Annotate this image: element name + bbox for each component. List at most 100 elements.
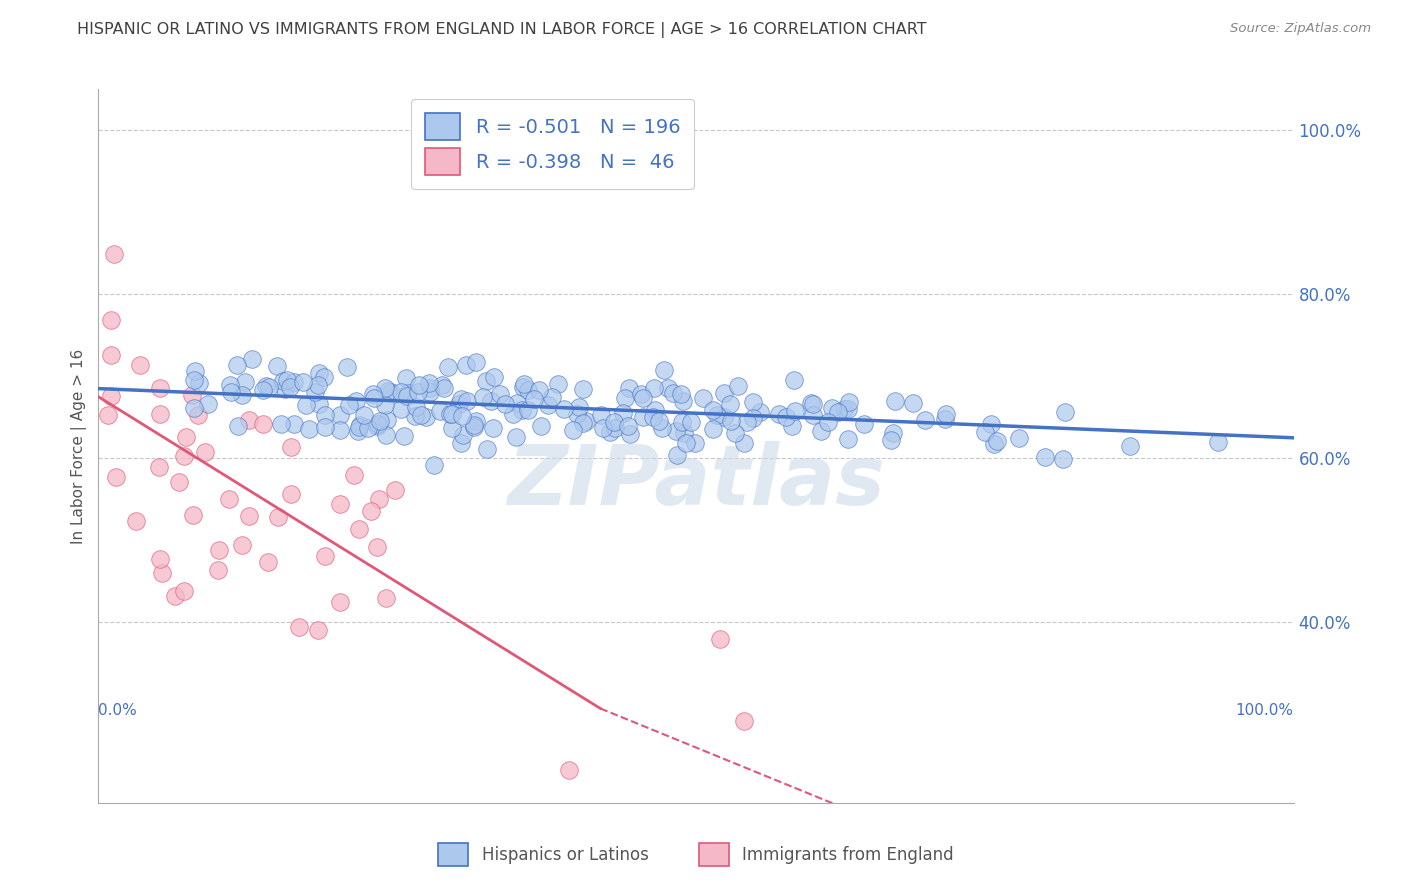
Point: [603, 415, 626, 429]
Point: [100, 348, 122, 362]
Point: [838, 394, 860, 409]
Point: [368, 414, 391, 428]
Point: [347, 523, 370, 537]
Point: [983, 437, 1005, 451]
Point: [395, 389, 418, 403]
Text: HISPANIC OR LATINO VS IMMIGRANTS FROM ENGLAND IN LABOR FORCE | AGE > 16 CORRELAT: HISPANIC OR LATINO VS IMMIGRANTS FROM EN…: [77, 22, 927, 38]
Point: [709, 632, 731, 646]
Point: [418, 376, 440, 391]
Point: [541, 390, 564, 404]
Point: [125, 514, 148, 528]
Point: [827, 404, 849, 418]
Point: [307, 378, 329, 392]
Point: [652, 363, 675, 377]
Point: [104, 470, 127, 484]
Point: [832, 401, 855, 416]
Point: [314, 370, 336, 384]
Point: [329, 594, 352, 608]
Point: [392, 429, 415, 443]
Point: [339, 399, 361, 413]
Point: [713, 386, 735, 401]
Point: [409, 408, 432, 422]
Point: [100, 389, 122, 403]
Point: [741, 395, 763, 409]
Point: [558, 763, 581, 777]
Point: [439, 407, 461, 421]
Point: [238, 412, 260, 426]
Point: [419, 385, 441, 400]
Point: [591, 408, 613, 422]
Legend: Hispanics or Latinos, Immigrants from England: Hispanics or Latinos, Immigrants from En…: [432, 836, 960, 873]
Point: [208, 543, 231, 558]
Point: [631, 391, 654, 405]
Point: [783, 373, 806, 387]
Point: [782, 419, 804, 434]
Point: [429, 404, 451, 418]
Point: [357, 421, 380, 435]
Point: [169, 475, 191, 489]
Point: [683, 436, 706, 450]
Point: [456, 394, 478, 409]
Point: [377, 413, 399, 427]
Point: [475, 374, 498, 388]
Point: [377, 384, 399, 399]
Point: [801, 397, 824, 411]
Point: [465, 354, 488, 368]
Point: [374, 398, 396, 412]
Point: [280, 440, 302, 454]
Point: [183, 401, 205, 416]
Point: [221, 384, 243, 399]
Point: [366, 419, 388, 434]
Point: [298, 422, 321, 436]
Point: [553, 401, 575, 416]
Point: [572, 382, 595, 396]
Point: [100, 313, 122, 327]
Point: [727, 378, 749, 392]
Point: [1208, 434, 1230, 449]
Point: [1119, 439, 1142, 453]
Point: [406, 384, 429, 399]
Text: 0.0%: 0.0%: [98, 703, 138, 718]
Point: [665, 424, 688, 438]
Point: [450, 392, 472, 406]
Point: [517, 384, 540, 398]
Point: [741, 411, 763, 425]
Point: [344, 393, 367, 408]
Point: [735, 415, 758, 429]
Point: [702, 422, 724, 436]
Point: [662, 385, 685, 400]
Point: [274, 382, 297, 396]
Point: [702, 402, 724, 417]
Point: [423, 458, 446, 473]
Text: ZIPatlas: ZIPatlas: [508, 442, 884, 522]
Point: [681, 415, 703, 429]
Point: [775, 410, 797, 425]
Point: [505, 430, 527, 444]
Point: [537, 398, 560, 412]
Point: [440, 421, 463, 435]
Point: [149, 408, 172, 422]
Text: 100.0%: 100.0%: [1236, 703, 1294, 718]
Point: [283, 417, 305, 432]
Point: [603, 421, 626, 435]
Point: [103, 247, 125, 261]
Point: [547, 377, 569, 392]
Point: [980, 417, 1002, 431]
Point: [254, 378, 277, 392]
Point: [821, 401, 844, 415]
Point: [568, 400, 591, 414]
Point: [749, 404, 772, 418]
Point: [405, 400, 427, 414]
Point: [349, 417, 371, 432]
Point: [617, 419, 640, 434]
Y-axis label: In Labor Force | Age > 16: In Labor Force | Age > 16: [72, 349, 87, 543]
Point: [631, 410, 654, 425]
Point: [329, 409, 352, 423]
Point: [389, 384, 412, 399]
Point: [347, 424, 370, 438]
Point: [194, 445, 217, 459]
Point: [181, 508, 204, 522]
Point: [612, 406, 634, 420]
Point: [149, 381, 172, 395]
Point: [257, 555, 280, 569]
